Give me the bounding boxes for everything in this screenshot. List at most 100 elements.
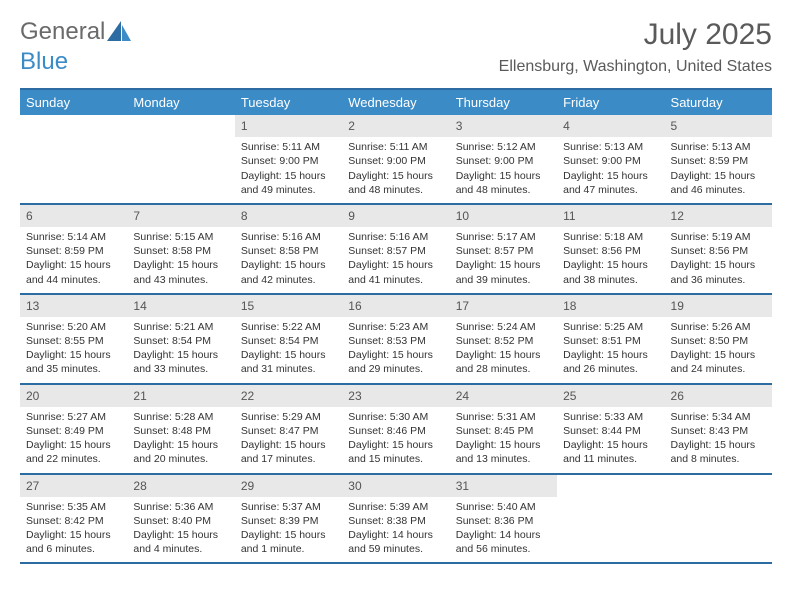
sunset: Sunset: 8:54 PM [133,334,228,348]
daylight-2: and 11 minutes. [563,452,658,466]
sunset: Sunset: 8:56 PM [671,244,766,258]
dow-header: Sunday [20,90,127,115]
sunset: Sunset: 8:48 PM [133,424,228,438]
daylight-2: and 22 minutes. [26,452,121,466]
day-number: 15 [235,295,342,317]
day-cell: 11Sunrise: 5:18 AMSunset: 8:56 PMDayligh… [557,205,664,293]
daylight-2: and 46 minutes. [671,183,766,197]
daylight-2: and 15 minutes. [348,452,443,466]
daylight-2: and 8 minutes. [671,452,766,466]
day-number: 19 [665,295,772,317]
daylight-1: Daylight: 15 hours [26,438,121,452]
week-row: 13Sunrise: 5:20 AMSunset: 8:55 PMDayligh… [20,295,772,385]
daylight-1: Daylight: 15 hours [241,348,336,362]
day-number: 28 [127,475,234,497]
daylight-2: and 26 minutes. [563,362,658,376]
day-cell: 5Sunrise: 5:13 AMSunset: 8:59 PMDaylight… [665,115,772,203]
sunrise: Sunrise: 5:33 AM [563,410,658,424]
day-body: Sunrise: 5:24 AMSunset: 8:52 PMDaylight:… [450,317,557,383]
day-cell: 27Sunrise: 5:35 AMSunset: 8:42 PMDayligh… [20,475,127,563]
sunrise: Sunrise: 5:23 AM [348,320,443,334]
daylight-1: Daylight: 15 hours [348,258,443,272]
day-number: 17 [450,295,557,317]
day-number: 2 [342,115,449,137]
daylight-1: Daylight: 15 hours [563,258,658,272]
day-body: Sunrise: 5:13 AMSunset: 8:59 PMDaylight:… [665,137,772,203]
day-cell: 23Sunrise: 5:30 AMSunset: 8:46 PMDayligh… [342,385,449,473]
day-number: 9 [342,205,449,227]
daylight-2: and 49 minutes. [241,183,336,197]
title-block: July 2025 Ellensburg, Washington, United… [499,18,772,76]
sunset: Sunset: 8:36 PM [456,514,551,528]
sunset: Sunset: 8:47 PM [241,424,336,438]
day-cell: 19Sunrise: 5:26 AMSunset: 8:50 PMDayligh… [665,295,772,383]
week-row: 1Sunrise: 5:11 AMSunset: 9:00 PMDaylight… [20,115,772,205]
logo-text-blue: Blue [20,48,68,76]
daylight-2: and 6 minutes. [26,542,121,556]
day-number: 10 [450,205,557,227]
sunrise: Sunrise: 5:15 AM [133,230,228,244]
sunset: Sunset: 8:44 PM [563,424,658,438]
sunset: Sunset: 8:59 PM [26,244,121,258]
day-body: Sunrise: 5:31 AMSunset: 8:45 PMDaylight:… [450,407,557,473]
daylight-1: Daylight: 15 hours [671,258,766,272]
day-number: 27 [20,475,127,497]
daylight-1: Daylight: 15 hours [133,528,228,542]
sunset: Sunset: 8:58 PM [133,244,228,258]
day-number: 18 [557,295,664,317]
sunrise: Sunrise: 5:20 AM [26,320,121,334]
dow-header: Wednesday [342,90,449,115]
sunrise: Sunrise: 5:16 AM [348,230,443,244]
day-body: Sunrise: 5:14 AMSunset: 8:59 PMDaylight:… [20,227,127,293]
day-number: 24 [450,385,557,407]
sunrise: Sunrise: 5:40 AM [456,500,551,514]
day-number: 23 [342,385,449,407]
month-title: July 2025 [499,18,772,52]
day-number: 14 [127,295,234,317]
sunrise: Sunrise: 5:28 AM [133,410,228,424]
week-row: 20Sunrise: 5:27 AMSunset: 8:49 PMDayligh… [20,385,772,475]
day-cell: 10Sunrise: 5:17 AMSunset: 8:57 PMDayligh… [450,205,557,293]
day-body: Sunrise: 5:30 AMSunset: 8:46 PMDaylight:… [342,407,449,473]
dow-header: Saturday [665,90,772,115]
sunrise: Sunrise: 5:17 AM [456,230,551,244]
sunrise: Sunrise: 5:13 AM [563,140,658,154]
day-number: 21 [127,385,234,407]
daylight-1: Daylight: 14 hours [456,528,551,542]
day-body: Sunrise: 5:33 AMSunset: 8:44 PMDaylight:… [557,407,664,473]
sunrise: Sunrise: 5:37 AM [241,500,336,514]
sunrise: Sunrise: 5:11 AM [348,140,443,154]
day-cell: 1Sunrise: 5:11 AMSunset: 9:00 PMDaylight… [235,115,342,203]
sunrise: Sunrise: 5:19 AM [671,230,766,244]
daylight-1: Daylight: 15 hours [671,169,766,183]
sunrise: Sunrise: 5:24 AM [456,320,551,334]
sunset: Sunset: 8:46 PM [348,424,443,438]
day-cell: 26Sunrise: 5:34 AMSunset: 8:43 PMDayligh… [665,385,772,473]
daylight-1: Daylight: 14 hours [348,528,443,542]
daylight-1: Daylight: 15 hours [456,438,551,452]
daylight-2: and 31 minutes. [241,362,336,376]
sunrise: Sunrise: 5:35 AM [26,500,121,514]
empty-cell [557,475,664,563]
day-body: Sunrise: 5:35 AMSunset: 8:42 PMDaylight:… [20,497,127,563]
sunrise: Sunrise: 5:27 AM [26,410,121,424]
day-body: Sunrise: 5:19 AMSunset: 8:56 PMDaylight:… [665,227,772,293]
day-body: Sunrise: 5:23 AMSunset: 8:53 PMDaylight:… [342,317,449,383]
day-number: 8 [235,205,342,227]
day-cell: 3Sunrise: 5:12 AMSunset: 9:00 PMDaylight… [450,115,557,203]
sunset: Sunset: 8:50 PM [671,334,766,348]
day-number: 29 [235,475,342,497]
sunset: Sunset: 8:57 PM [456,244,551,258]
day-cell: 2Sunrise: 5:11 AMSunset: 9:00 PMDaylight… [342,115,449,203]
sunset: Sunset: 8:52 PM [456,334,551,348]
sunrise: Sunrise: 5:11 AM [241,140,336,154]
empty-cell [665,475,772,563]
dow-header: Tuesday [235,90,342,115]
day-cell: 20Sunrise: 5:27 AMSunset: 8:49 PMDayligh… [20,385,127,473]
day-body: Sunrise: 5:34 AMSunset: 8:43 PMDaylight:… [665,407,772,473]
daylight-1: Daylight: 15 hours [241,169,336,183]
daylight-2: and 39 minutes. [456,273,551,287]
dow-row: SundayMondayTuesdayWednesdayThursdayFrid… [20,90,772,115]
day-cell: 4Sunrise: 5:13 AMSunset: 9:00 PMDaylight… [557,115,664,203]
dow-header: Thursday [450,90,557,115]
